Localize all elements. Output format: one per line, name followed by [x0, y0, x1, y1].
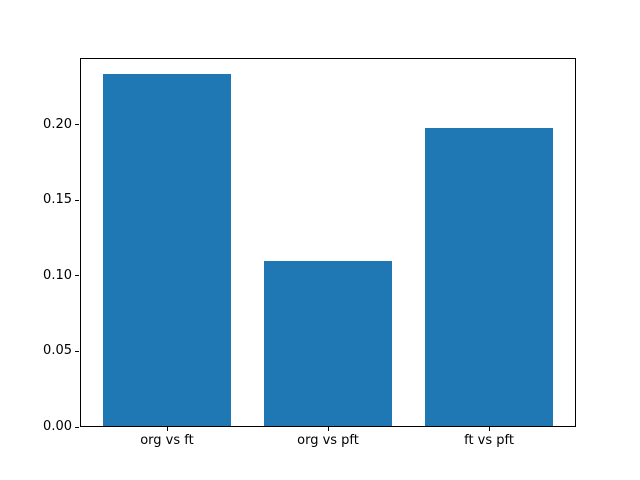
- bar-ft-vs-pft: [424, 128, 554, 426]
- y-tick-label: 0.20: [43, 116, 72, 132]
- x-tick-mark: [166, 427, 168, 431]
- x-tick-mark: [328, 427, 329, 431]
- x-tick-label: org vs ft: [140, 433, 194, 448]
- y-tick-label: 0.15: [43, 192, 72, 208]
- y-tick-mark: [75, 124, 79, 126]
- y-tick-mark: [75, 275, 79, 277]
- y-tick-label: 0.05: [43, 343, 72, 359]
- y-tick-mark: [75, 350, 79, 352]
- y-tick-label: 0.10: [43, 267, 72, 283]
- y-tick-mark: [75, 426, 79, 428]
- y-tick-mark: [75, 199, 79, 201]
- x-tick-mark: [489, 427, 491, 431]
- bar-org-vs-pft: [263, 261, 393, 426]
- plot-area: [80, 58, 576, 427]
- y-tick-label: 0.00: [43, 419, 72, 434]
- bar-org-vs-ft: [102, 73, 232, 426]
- x-tick-label: org vs pft: [297, 433, 359, 448]
- x-tick-label: ft vs pft: [464, 433, 514, 448]
